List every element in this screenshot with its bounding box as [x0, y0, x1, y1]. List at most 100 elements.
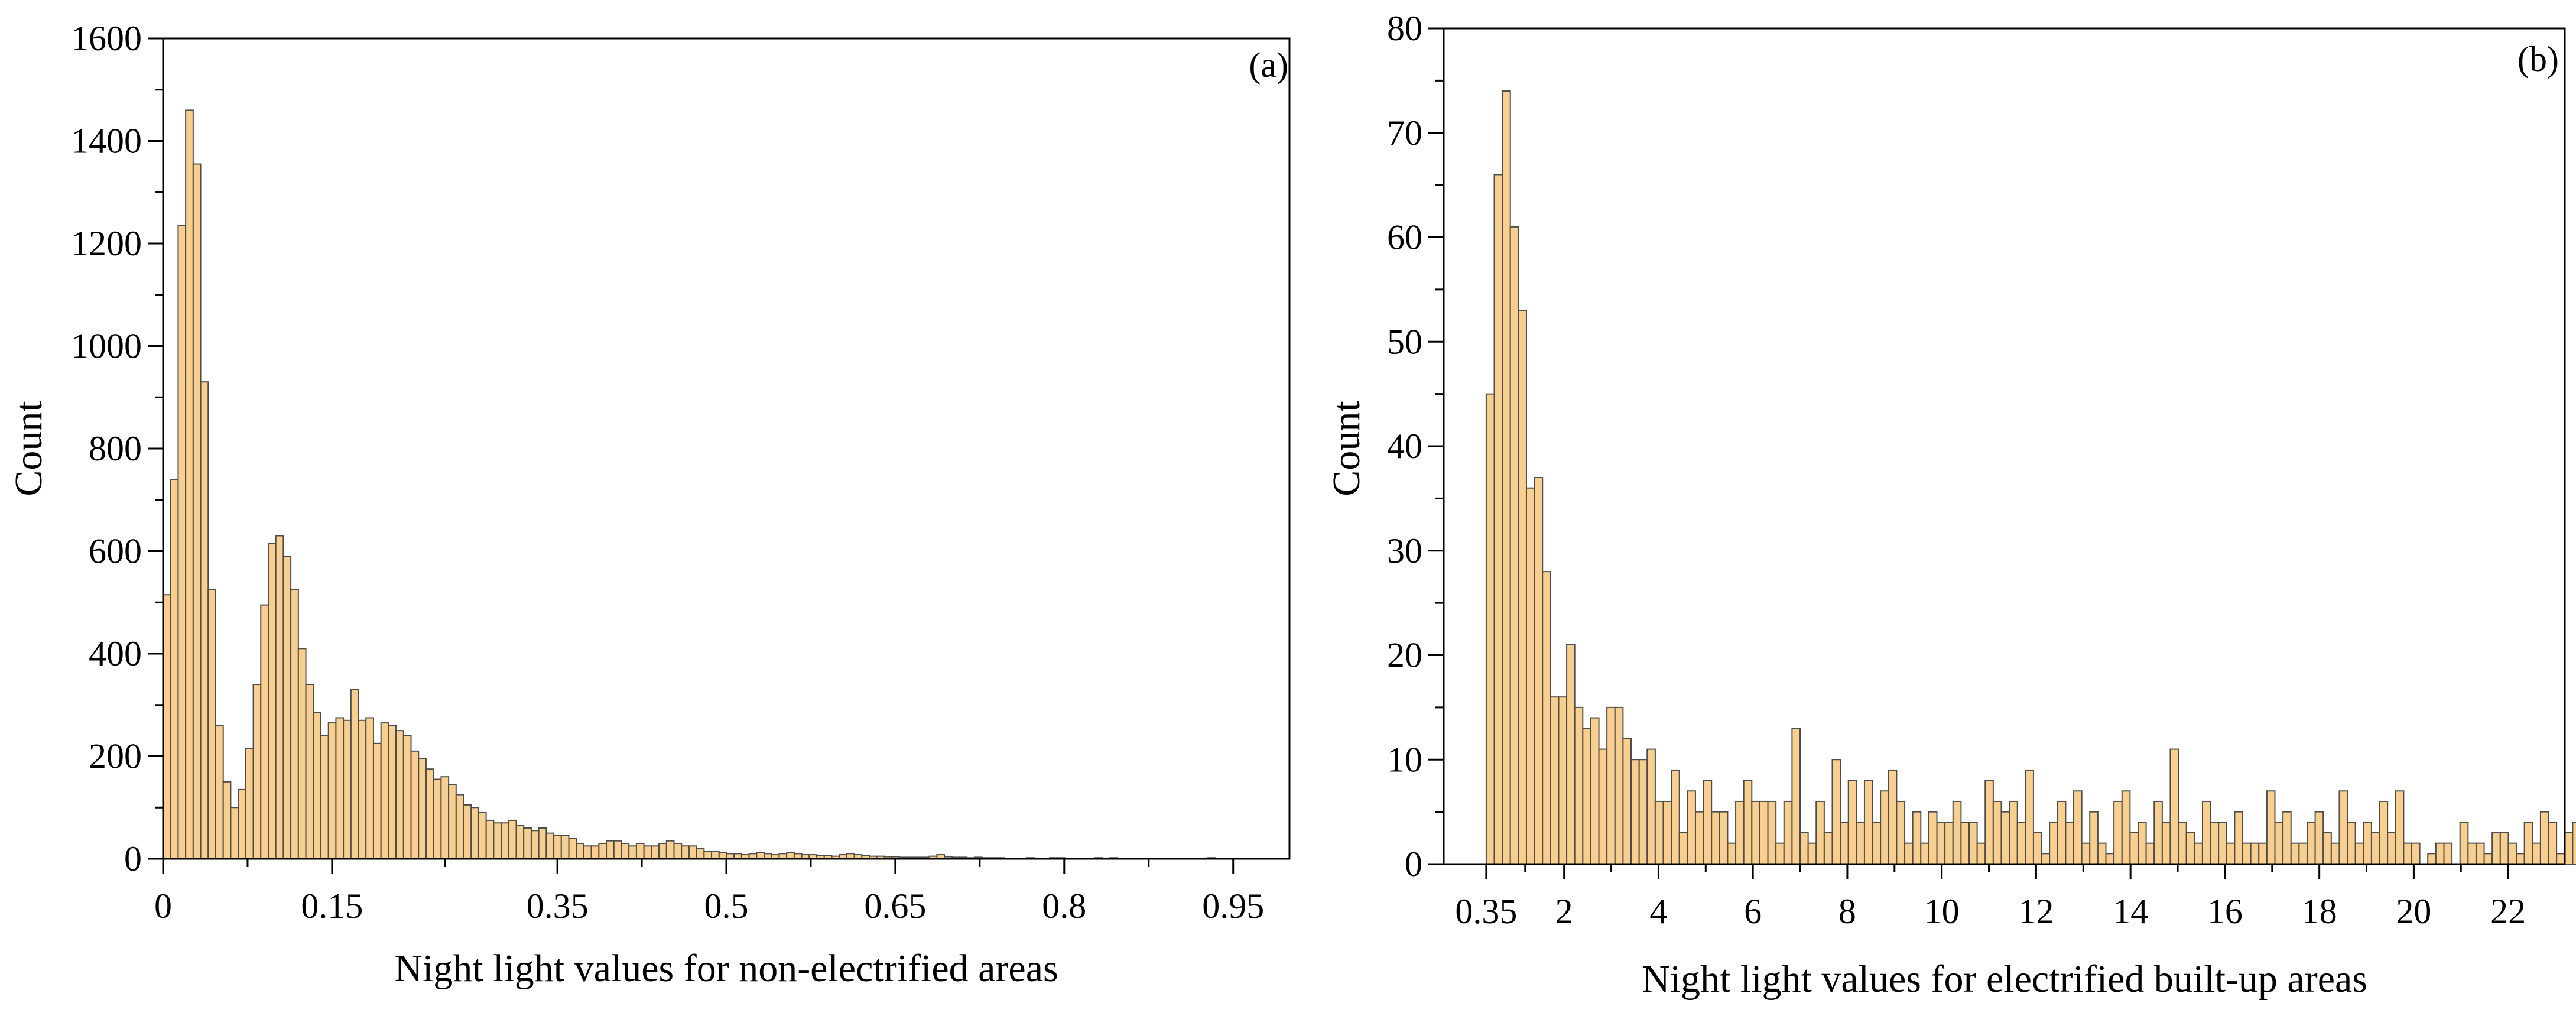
x-tick-label: 14	[2113, 892, 2148, 931]
x-axis-title-b: Night light values for electrified built…	[1642, 957, 2367, 1001]
histogram-bar	[1880, 790, 1889, 865]
histogram-bar	[681, 845, 690, 860]
histogram-bar	[2218, 822, 2227, 865]
histogram-bar	[2226, 842, 2236, 865]
histogram-bar	[1574, 706, 1584, 865]
histogram-bar	[267, 543, 277, 859]
histogram-bar	[2234, 811, 2244, 865]
histogram-bar	[1711, 811, 1720, 865]
histogram-bar	[448, 784, 457, 859]
histogram-bar	[1582, 728, 1591, 865]
histogram-bar	[2314, 811, 2324, 865]
histogram-bar	[2290, 842, 2300, 865]
histogram-bar	[2403, 842, 2413, 865]
histogram-bar	[1831, 759, 1841, 865]
histogram-bar	[2347, 822, 2356, 865]
histogram-bar	[275, 535, 284, 859]
histogram-bar	[598, 842, 608, 859]
y-tick-label: 60	[1387, 218, 1422, 257]
histogram-bar	[2129, 832, 2139, 865]
histogram-bar	[1767, 800, 1777, 865]
histogram-bar	[1751, 800, 1760, 865]
histogram-bar	[2016, 822, 2026, 865]
histogram-bar	[372, 742, 382, 860]
histogram-bar	[1493, 174, 1503, 865]
histogram-bar	[2298, 842, 2308, 865]
histogram-bar	[651, 845, 660, 860]
x-tick-label: 20	[2396, 892, 2431, 931]
histogram-bar	[508, 819, 517, 859]
histogram-bar	[553, 835, 562, 859]
histogram-bar	[1799, 832, 1809, 865]
y-tick-label: 400	[89, 634, 142, 673]
histogram-bar	[2523, 822, 2533, 865]
axis-ticks-b	[1428, 27, 2509, 879]
histogram-bar	[590, 845, 600, 860]
histogram-bar	[658, 842, 667, 859]
histogram-bar	[2491, 832, 2501, 865]
histogram-bar	[1888, 769, 1898, 865]
histogram-bar	[455, 794, 464, 860]
histogram-bar	[1904, 842, 1914, 865]
histogram-bar	[560, 835, 570, 859]
x-tick-label: 2	[1555, 892, 1573, 931]
histogram-bar	[2009, 800, 2018, 865]
histogram-bar	[238, 788, 246, 860]
histogram-bar	[2539, 811, 2549, 865]
y-tick-label: 1000	[71, 327, 142, 366]
histogram-bar	[418, 758, 427, 859]
histogram-bars-a	[163, 109, 1216, 860]
histogram-bar	[530, 830, 540, 860]
histogram-bar	[1840, 822, 1849, 865]
histogram-bar	[545, 832, 555, 860]
histogram-bar	[380, 722, 389, 859]
histogram-bar	[1952, 800, 1962, 865]
histogram-bar	[260, 604, 269, 860]
histogram-bar	[1566, 644, 1576, 865]
x-tick-label: 0.8	[1042, 887, 1086, 926]
histogram-bar	[1485, 393, 1495, 865]
x-tick-label: 0.35	[1455, 892, 1517, 931]
histogram-bar	[207, 589, 216, 859]
histogram-bar	[696, 848, 705, 860]
histogram-bar	[628, 845, 637, 860]
histogram-bar	[2516, 853, 2525, 865]
histogram-bar	[1558, 696, 1568, 865]
histogram-bar	[2153, 800, 2163, 865]
histogram-bar	[606, 840, 615, 860]
histogram-bar	[568, 838, 577, 860]
histogram-bar	[1550, 696, 1560, 865]
histogram-bar	[2057, 800, 2067, 865]
x-tick-label: 8	[1838, 892, 1856, 931]
x-tick-label: 0	[154, 887, 172, 926]
histogram-bar	[2322, 832, 2332, 865]
histogram-bar	[252, 684, 262, 860]
histogram-bar	[2065, 822, 2075, 865]
histogram-bar	[1525, 487, 1535, 865]
histogram-bar	[1614, 706, 1624, 865]
histogram-bar	[1856, 822, 1865, 865]
histogram-bar	[477, 811, 487, 860]
y-tick-label: 70	[1387, 113, 1422, 152]
histogram-bar	[2081, 842, 2091, 865]
y-tick-label: 40	[1387, 427, 1422, 466]
histogram-bar	[2137, 822, 2147, 865]
histogram-bar	[2483, 853, 2493, 865]
histogram-bar	[2435, 842, 2445, 865]
histogram-bar	[2121, 790, 2131, 865]
panel-label-a: (a)	[1249, 46, 1288, 85]
histogram-bar	[1863, 780, 1873, 865]
histogram-bar	[2032, 832, 2042, 865]
histogram-bar	[2000, 811, 2010, 865]
histogram-bar	[1509, 226, 1519, 865]
y-tick-label: 1400	[71, 122, 142, 161]
histogram-bar	[2113, 800, 2123, 865]
histogram-bar	[2250, 842, 2260, 865]
histogram-bar	[410, 750, 420, 859]
histogram-bar	[621, 842, 630, 859]
histogram-bar	[222, 781, 232, 860]
histogram-bar	[2499, 832, 2509, 865]
histogram-bar	[718, 852, 727, 859]
histogram-bar	[2556, 853, 2565, 865]
